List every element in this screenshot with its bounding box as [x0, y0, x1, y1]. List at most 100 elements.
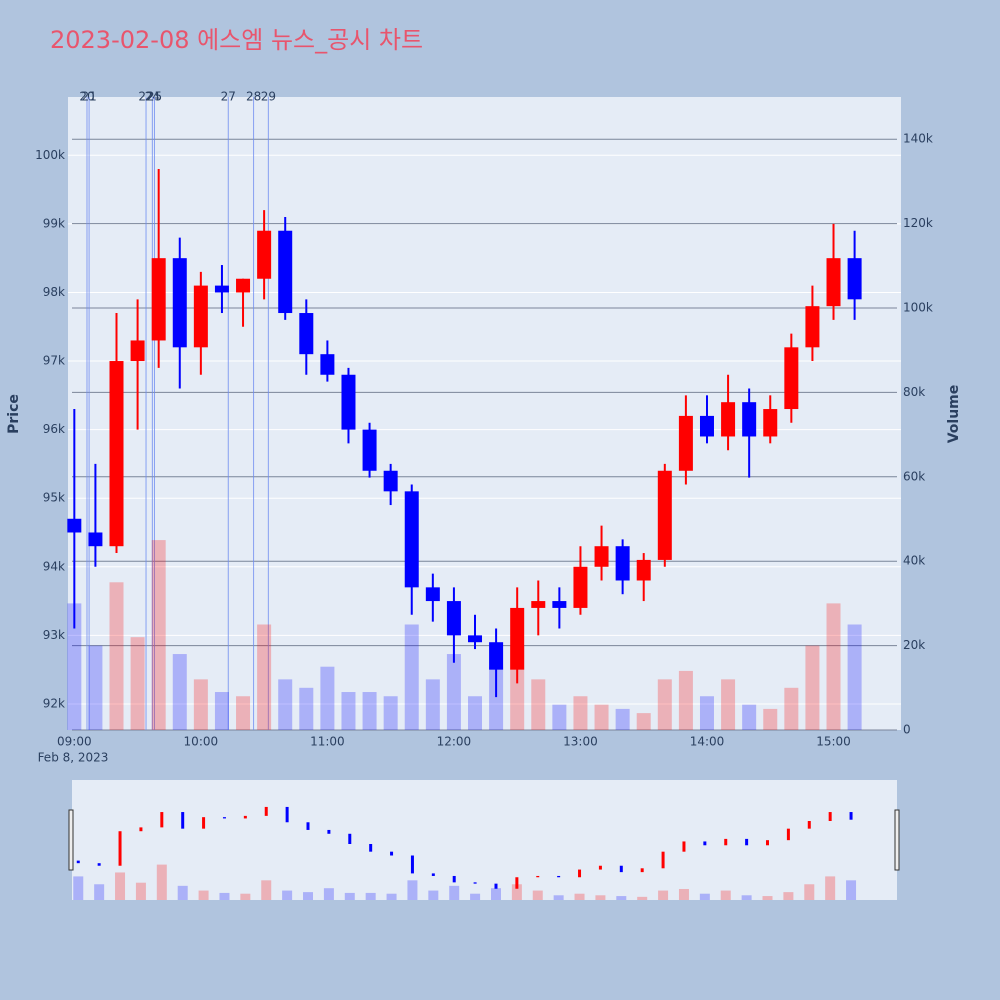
y-tick-label: 95k	[43, 491, 65, 505]
candle-body	[531, 601, 546, 608]
candle-body	[362, 429, 377, 471]
slider-volume-bar	[219, 892, 230, 900]
x-tick-label: 10:00	[184, 735, 219, 749]
candle-body	[573, 566, 588, 608]
volume-bar	[678, 670, 693, 730]
volume-bar	[383, 696, 398, 730]
y2-tick-label: 80k	[903, 385, 925, 399]
slider-volume-bar	[553, 895, 564, 900]
candle-body	[341, 374, 356, 430]
volume-bar	[805, 645, 820, 730]
y2-tick-label: 0	[903, 723, 911, 737]
candle-body	[88, 532, 103, 547]
slider-volume-bar	[177, 885, 188, 900]
y2-tick-label: 60k	[903, 469, 925, 483]
volume-bar	[109, 582, 124, 730]
x-tick-label: 14:00	[690, 735, 725, 749]
volume-bar	[236, 696, 251, 730]
volume-bar	[594, 704, 609, 730]
y2-tick-label: 120k	[903, 216, 933, 230]
candle-body	[383, 470, 398, 492]
candle-body	[425, 587, 440, 602]
candle-body	[784, 347, 799, 410]
candle-body	[657, 470, 672, 560]
candle-body	[552, 601, 567, 608]
x-tick-label: 11:00	[310, 735, 345, 749]
volume-bar	[67, 603, 82, 730]
candle-body	[214, 285, 229, 293]
volume-bar	[172, 654, 187, 730]
volume-bar	[657, 679, 672, 730]
candle-body	[826, 258, 841, 307]
volume-bar	[362, 692, 377, 730]
candle-body	[404, 491, 419, 588]
slider-volume-bar	[240, 893, 251, 900]
x-tick-label: 13:00	[563, 735, 598, 749]
event-label: 20	[79, 90, 94, 104]
candle-body	[257, 230, 272, 279]
event-label: 22	[138, 90, 153, 104]
candle-body	[721, 402, 736, 437]
event-label: 28	[246, 90, 261, 104]
slider-volume-bar	[407, 880, 418, 900]
candle-body	[489, 642, 504, 670]
slider-volume-bar	[762, 896, 773, 900]
slider-volume-bar	[344, 892, 355, 900]
event-label: 29	[261, 90, 276, 104]
volume-bar	[446, 654, 461, 730]
y-tick-label: 93k	[43, 628, 65, 642]
event-label: 21	[81, 90, 96, 104]
candle-body	[172, 258, 187, 348]
slider-volume-bar	[532, 890, 543, 900]
y2-tick-label: 140k	[903, 132, 933, 146]
volume-bar	[742, 704, 757, 730]
volume-bar	[193, 679, 208, 730]
candle-body	[678, 415, 693, 471]
candle-body	[636, 559, 651, 581]
volume-bar	[341, 692, 356, 730]
slider-volume-bar	[386, 893, 397, 900]
volume-bar	[214, 692, 229, 730]
candle-body	[615, 546, 630, 581]
slider-volume-bar	[846, 880, 857, 900]
candle-body	[446, 601, 461, 636]
volume-bar	[404, 624, 419, 730]
candle-body	[847, 258, 862, 300]
range-slider	[72, 780, 897, 900]
volume-bar	[299, 687, 314, 730]
slider-volume-bar	[428, 890, 439, 900]
slider-volume-bar	[365, 892, 376, 900]
slider-volume-bar	[595, 895, 606, 900]
slider-volume-bar	[303, 892, 314, 900]
slider-volume-bar	[470, 893, 481, 900]
event-label: 27	[221, 90, 236, 104]
slider-volume-bar	[115, 872, 126, 900]
volume-bar	[721, 679, 736, 730]
candle-body	[278, 230, 293, 314]
y-axis-label: Price	[6, 394, 22, 434]
slider-volume-bar	[156, 864, 167, 900]
y2-tick-label: 20k	[903, 638, 925, 652]
candle-body	[742, 402, 757, 437]
y2-tick-label: 40k	[903, 554, 925, 568]
y-tick-label: 96k	[43, 422, 65, 436]
candle-body	[763, 409, 778, 437]
candle-body	[193, 285, 208, 348]
slider-volume-bar	[511, 884, 522, 900]
candle-body	[699, 415, 714, 437]
slider-volume-bar	[678, 888, 689, 900]
slider-volume-bar	[282, 890, 293, 900]
volume-bar	[88, 645, 103, 730]
y2-tick-label: 100k	[903, 301, 933, 315]
slider-volume-bar	[616, 896, 627, 900]
candle-body	[151, 258, 166, 341]
volume-bar	[130, 637, 145, 730]
volume-bar	[151, 540, 166, 730]
slider-volume-bar	[720, 890, 731, 900]
slider-volume-bar	[198, 890, 209, 900]
slider-volume-bar	[783, 892, 794, 900]
candle-body	[805, 306, 820, 348]
volume-bar	[699, 696, 714, 730]
volume-bar	[425, 679, 440, 730]
